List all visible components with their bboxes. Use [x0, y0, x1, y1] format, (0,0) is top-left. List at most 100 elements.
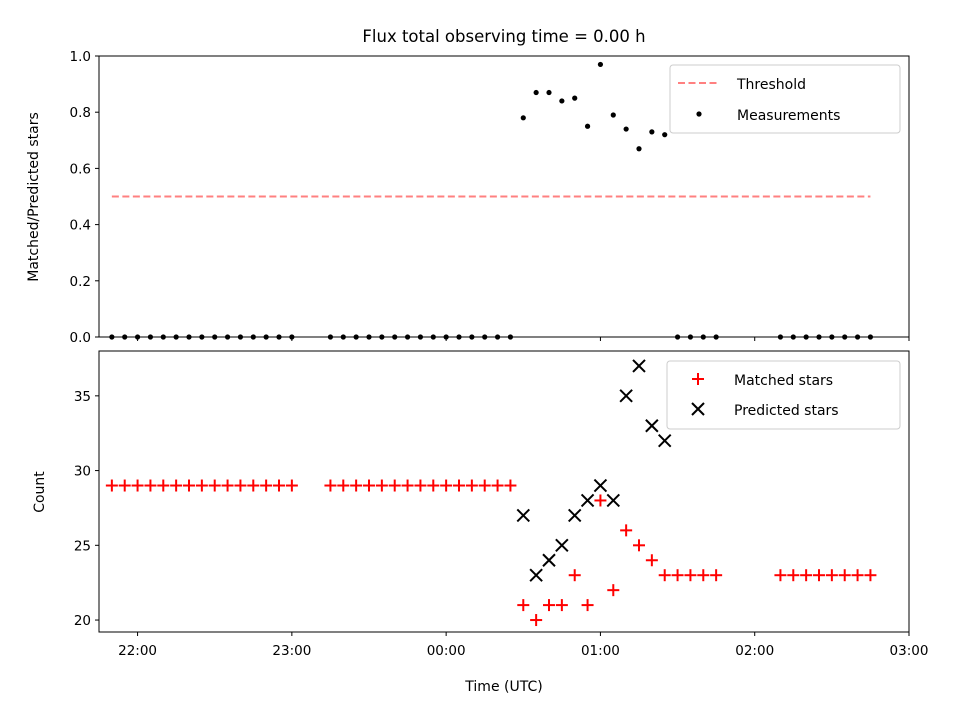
- matched-stars-point: [581, 599, 594, 612]
- legend-predicted-swatch: [691, 402, 705, 416]
- bottom-y-tick-label: 25: [74, 538, 91, 554]
- matched-stars-point: [710, 569, 723, 582]
- legend-matched-swatch: [692, 373, 704, 385]
- predicted-stars-point: [606, 493, 620, 508]
- matched-stars-point: [517, 599, 530, 612]
- matched-stars-point: [684, 569, 697, 582]
- predicted-stars-point: [529, 568, 543, 582]
- matched-stars-point: [157, 479, 170, 492]
- bottom-axes-frame: [98, 350, 910, 633]
- matched-stars-point: [851, 569, 864, 582]
- matched-stars-point: [170, 479, 183, 492]
- bottom-y-tick-label: 30: [74, 464, 91, 480]
- matched-stars-point: [195, 479, 208, 492]
- top-y-tick-label: 0.0: [70, 330, 91, 346]
- matched-stars-point: [427, 479, 440, 492]
- x-axis-ticks: 22:00 23:00 00:00 01:00 02:00 03:00: [118, 337, 928, 659]
- matched-stars-point: [568, 569, 581, 582]
- matched-stars-point: [234, 479, 247, 492]
- x-tick-label: 23:00: [272, 643, 311, 659]
- measurement-point: [623, 126, 629, 132]
- matched-stars-point: [504, 479, 517, 492]
- bottom-y-ticks: 20 25 30 35: [74, 389, 99, 629]
- predicted-stars-point: [580, 493, 595, 508]
- legend-measurements-swatch: [696, 111, 702, 117]
- matched-stars-point: [221, 479, 234, 492]
- matched-stars-point: [491, 479, 504, 492]
- matched-stars-point: [607, 584, 620, 597]
- bottom-legend-box: [666, 360, 901, 430]
- top-y-tick-label: 1.0: [70, 49, 91, 65]
- x-tick-label: 01:00: [581, 643, 620, 659]
- matched-stars-point: [864, 569, 877, 582]
- matched-stars-point: [350, 479, 363, 492]
- matched-stars-point: [375, 479, 388, 492]
- matched-stars-point: [285, 479, 298, 492]
- predicted-stars-point: [658, 433, 672, 448]
- matched-stars-point: [787, 569, 800, 582]
- matched-stars-point: [453, 479, 465, 492]
- measurement-point: [662, 132, 668, 138]
- matched-stars-point: [645, 554, 658, 567]
- predicted-stars-point: [645, 419, 659, 433]
- matched-stars-point: [324, 479, 337, 492]
- bottom-y-tick-label: 35: [74, 389, 91, 405]
- matched-stars-point: [414, 479, 427, 492]
- top-y-tick-label: 0.4: [70, 218, 91, 234]
- measurement-point: [520, 115, 526, 121]
- legend-measurements-label: Measurements: [737, 108, 840, 124]
- top-legend-box: [669, 64, 901, 134]
- chart-title: Flux total observing time = 0.00 h: [362, 27, 645, 46]
- matched-stars-point: [144, 479, 157, 492]
- matched-stars-point: [620, 524, 633, 537]
- bottom-y-axis-label: Count: [32, 471, 48, 513]
- x-tick-label: 00:00: [427, 643, 466, 659]
- measurement-point: [559, 98, 565, 104]
- x-tick-label: 03:00: [890, 643, 929, 659]
- measurement-point: [572, 95, 578, 101]
- matched-stars-point: [530, 614, 543, 627]
- top-panel: 0.0 0.2 0.4 0.6 0.8 1.0 Matched/Predicted sta…: [26, 49, 910, 346]
- matched-stars-point: [594, 494, 607, 507]
- predicted-stars-point: [555, 538, 569, 553]
- x-tick-label: 22:00: [118, 643, 157, 659]
- legend-matched-label: Matched stars: [734, 373, 833, 389]
- measurement-point: [546, 89, 552, 96]
- top-legend: Threshold Measurements: [669, 64, 901, 134]
- matched-stars-point: [401, 479, 414, 492]
- matched-stars-point: [800, 569, 813, 582]
- matched-stars-point: [440, 479, 453, 492]
- matched-stars-point: [671, 569, 684, 582]
- matched-stars-point: [774, 569, 787, 582]
- measurement-point: [584, 123, 591, 129]
- matched-stars-points: [105, 479, 877, 627]
- x-tick-label: 02:00: [735, 643, 774, 659]
- matched-stars-point: [183, 479, 195, 492]
- legend-predicted-label: Predicted stars: [734, 403, 839, 419]
- matched-stars-point: [478, 479, 491, 492]
- predicted-stars-point: [619, 389, 633, 403]
- matched-stars-point: [131, 479, 144, 492]
- matched-stars-point: [273, 479, 285, 492]
- top-y-tick-label: 0.6: [70, 161, 91, 177]
- measurement-point: [649, 129, 655, 135]
- matched-stars-point: [697, 569, 710, 582]
- matched-stars-point: [658, 569, 671, 582]
- matched-stars-point: [388, 479, 401, 492]
- matched-stars-point: [465, 479, 478, 492]
- matched-stars-point: [247, 479, 260, 492]
- matched-stars-point: [633, 539, 645, 552]
- measurement-point: [636, 146, 642, 152]
- matched-stars-point: [118, 479, 131, 492]
- bottom-y-tick-label: 20: [74, 613, 91, 629]
- predicted-stars-point: [542, 553, 556, 567]
- measurement-point: [597, 61, 604, 68]
- top-axes-frame: [98, 55, 910, 338]
- matched-stars-point: [825, 569, 838, 582]
- x-axis-label: Time (UTC): [464, 679, 542, 695]
- matched-stars-point: [337, 479, 350, 492]
- predicted-stars-points: [516, 359, 672, 582]
- predicted-stars-point: [593, 478, 608, 493]
- predicted-stars-point: [632, 359, 646, 373]
- matched-stars-point: [813, 569, 825, 582]
